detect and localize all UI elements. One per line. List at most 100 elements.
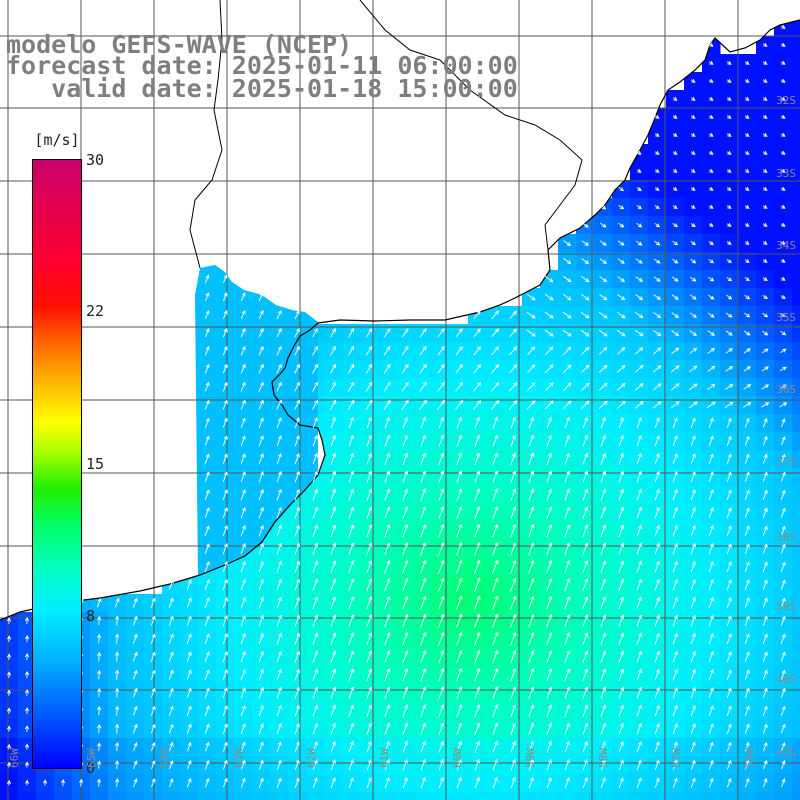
- wind-arrow: [420, 722, 427, 735]
- wind-arrow: [762, 507, 768, 518]
- wind-arrow: [726, 777, 732, 788]
- wind-arrow: [97, 615, 102, 626]
- wind-arrow: [150, 742, 156, 752]
- wind-arrow: [168, 579, 174, 590]
- wind-arrow: [222, 723, 228, 735]
- wind-arrow: [761, 348, 769, 354]
- wind-cell: [522, 792, 541, 800]
- wind-arrow: [672, 506, 678, 519]
- wind-cell: [792, 324, 800, 343]
- wind-arrow: [708, 453, 714, 464]
- wind-arrow: [420, 506, 427, 520]
- wind-arrow: [690, 614, 696, 627]
- wind-arrow: [780, 471, 786, 482]
- wind-arrow: [528, 758, 534, 771]
- wind-arrow: [294, 722, 300, 735]
- wind-arrow: [780, 96, 786, 101]
- wind-arrow: [240, 471, 246, 483]
- wind-arrow: [762, 471, 768, 482]
- wind-arrow: [384, 650, 391, 664]
- wind-arrow: [618, 560, 625, 573]
- wind-arrow: [492, 722, 499, 735]
- wind-arrow: [582, 416, 588, 429]
- wind-arrow: [708, 258, 715, 264]
- wind-arrow: [780, 42, 786, 47]
- wind-arrow: [781, 778, 786, 788]
- wind-arrow: [616, 364, 626, 373]
- wind-arrow: [312, 686, 319, 699]
- wind-arrow: [564, 416, 570, 429]
- wind-arrow: [762, 312, 769, 318]
- wind-arrow: [384, 506, 391, 520]
- wind-arrow: [222, 507, 228, 519]
- wind-arrow: [780, 742, 786, 752]
- wind-arrow: [258, 471, 264, 483]
- wind-arrow: [258, 524, 264, 537]
- wind-arrow: [420, 631, 427, 646]
- wind-arrow: [780, 579, 786, 590]
- wind-arrow: [654, 759, 660, 770]
- wind-arrow: [743, 384, 752, 390]
- wind-arrow: [528, 523, 535, 538]
- wind-arrow: [456, 649, 463, 664]
- wind-arrow: [204, 453, 210, 464]
- wind-arrow: [312, 452, 318, 465]
- wind-arrow: [708, 759, 714, 770]
- wind-arrow: [580, 364, 590, 373]
- wind-arrow: [438, 740, 444, 753]
- wind-arrow: [240, 741, 246, 752]
- wind-arrow: [636, 205, 642, 210]
- wind-arrow: [204, 777, 210, 788]
- wind-arrow: [672, 686, 678, 699]
- wind-arrow: [420, 740, 426, 753]
- wind-arrow: [312, 345, 318, 356]
- wind-arrow: [636, 632, 643, 645]
- wind-arrow: [744, 597, 750, 609]
- wind-cell: [468, 792, 487, 800]
- wind-arrow: [510, 577, 517, 592]
- wind-arrow: [600, 722, 607, 735]
- wind-arrow: [330, 381, 337, 392]
- wind-cell: [180, 792, 199, 800]
- wind-arrow: [744, 615, 750, 627]
- wind-arrow: [672, 150, 678, 155]
- wind-arrow: [618, 596, 625, 609]
- wind-arrow: [562, 400, 572, 410]
- wind-arrow: [420, 777, 426, 789]
- wind-arrow: [438, 523, 445, 538]
- wind-arrow: [420, 667, 427, 682]
- wind-arrow: [690, 204, 696, 209]
- wind-arrow: [690, 632, 696, 645]
- wind-arrow: [582, 452, 589, 465]
- wind-arrow: [726, 204, 732, 209]
- wind-arrow: [635, 312, 644, 319]
- wind-arrow: [276, 345, 282, 356]
- wind-arrow: [780, 60, 786, 65]
- wind-arrow: [510, 541, 517, 556]
- wind-arrow: [132, 651, 138, 662]
- wind-arrow: [438, 722, 445, 735]
- wind-arrow: [401, 381, 409, 392]
- wind-arrow: [24, 689, 30, 697]
- wind-arrow: [725, 348, 733, 354]
- wind-arrow: [616, 311, 626, 319]
- wind-cell: [630, 792, 649, 800]
- wind-arrow: [528, 416, 534, 429]
- wind-arrow: [510, 686, 517, 700]
- wind-arrow: [492, 506, 499, 520]
- wind-arrow: [258, 381, 264, 392]
- wind-arrow: [204, 651, 210, 663]
- wind-arrow: [708, 114, 714, 119]
- border-line: [439, 59, 583, 251]
- wind-arrow: [204, 525, 210, 537]
- wind-arrow: [455, 381, 463, 392]
- wind-arrow: [492, 686, 499, 700]
- wind-arrow: [222, 328, 228, 338]
- wind-arrow: [240, 687, 246, 699]
- wind-arrow: [726, 78, 732, 83]
- wind-arrow: [258, 632, 264, 645]
- wind-arrow: [276, 488, 282, 501]
- wind-cell: [738, 792, 757, 800]
- wind-arrow: [654, 578, 661, 591]
- wind-arrow: [312, 614, 319, 627]
